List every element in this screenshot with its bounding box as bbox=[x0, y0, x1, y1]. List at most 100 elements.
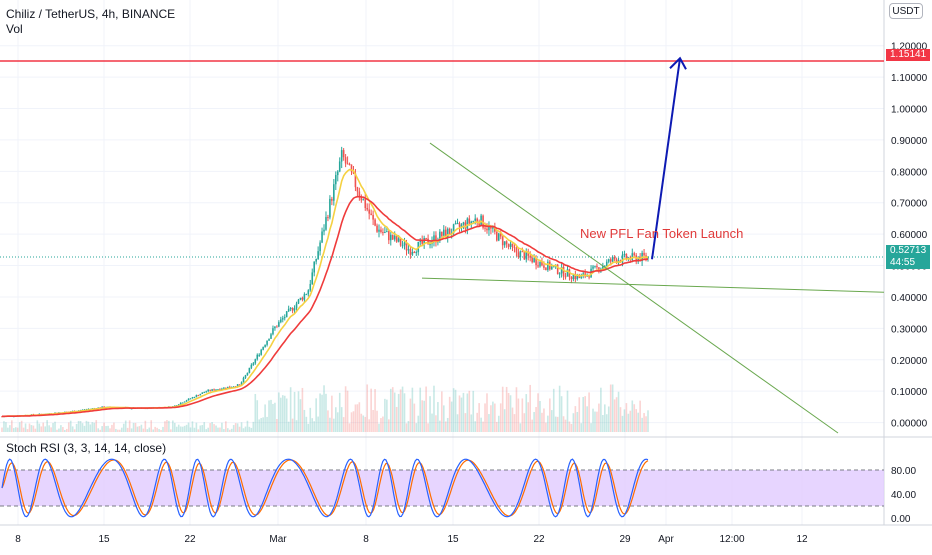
volume-legend[interactable]: Vol bbox=[6, 22, 23, 36]
candle-body bbox=[179, 402, 182, 405]
candle-body bbox=[490, 226, 492, 229]
candle-body bbox=[545, 267, 547, 271]
candle-body bbox=[501, 236, 504, 246]
stoch-rsi-legend[interactable]: Stoch RSI (3, 3, 14, 14, close) bbox=[6, 441, 167, 455]
volume-bar bbox=[431, 413, 433, 432]
candle-body bbox=[643, 252, 645, 256]
candle-body bbox=[442, 229, 445, 237]
candle-body bbox=[293, 308, 296, 311]
candle-body bbox=[611, 257, 614, 262]
volume-bar bbox=[462, 392, 465, 432]
candle-body bbox=[207, 389, 209, 392]
volume-bar bbox=[11, 420, 13, 432]
volume-bar bbox=[262, 417, 264, 432]
candle-body bbox=[474, 218, 477, 221]
volume-bar bbox=[299, 399, 302, 432]
volume-bar bbox=[258, 419, 261, 432]
volume-bar bbox=[336, 412, 339, 432]
volume-bar bbox=[168, 420, 170, 432]
volume-bar bbox=[185, 424, 188, 432]
volume-bar bbox=[65, 428, 68, 432]
volume-bar bbox=[458, 395, 461, 432]
volume-bar bbox=[193, 427, 196, 432]
volume-bar bbox=[334, 407, 337, 432]
candle-body bbox=[301, 297, 304, 300]
candle-body bbox=[592, 266, 594, 269]
candle-body bbox=[238, 384, 241, 386]
volume-bar bbox=[5, 422, 7, 432]
volume-bar bbox=[370, 388, 372, 432]
candle-body bbox=[517, 252, 520, 258]
volume-bar bbox=[433, 385, 435, 432]
candle-body bbox=[391, 234, 394, 240]
volume-bar bbox=[629, 410, 632, 432]
volume-bar bbox=[393, 392, 396, 432]
volume-bar bbox=[466, 393, 469, 432]
countdown-tag: 44:55 bbox=[886, 257, 930, 269]
candle-body bbox=[281, 318, 284, 320]
volume-bar bbox=[409, 398, 412, 432]
candle-body bbox=[484, 227, 486, 229]
volume-bar bbox=[519, 423, 522, 432]
volume-bar bbox=[566, 390, 569, 432]
volume-bar bbox=[56, 429, 58, 432]
volume-bar bbox=[378, 423, 380, 432]
time-tick-label: 12 bbox=[796, 534, 808, 545]
volume-bar bbox=[274, 402, 276, 432]
candle-body bbox=[468, 218, 471, 224]
volume-bar bbox=[395, 406, 398, 432]
candle-body bbox=[494, 227, 496, 232]
volume-bar bbox=[191, 421, 194, 432]
candle-body bbox=[227, 386, 229, 389]
volume-bar bbox=[221, 422, 223, 432]
candle-body bbox=[250, 364, 253, 368]
volume-bar bbox=[389, 388, 392, 432]
stoch-tick-label: 0.00 bbox=[891, 514, 911, 525]
volume-bar bbox=[562, 416, 565, 432]
volume-bar bbox=[384, 398, 386, 432]
stoch-band bbox=[0, 470, 884, 506]
candle-body bbox=[313, 261, 316, 273]
volume-bar bbox=[16, 427, 19, 432]
candle-body bbox=[213, 389, 215, 391]
volume-bar bbox=[574, 406, 577, 432]
candle-body bbox=[333, 184, 335, 201]
candle-body bbox=[362, 199, 365, 201]
symbol-legend[interactable]: Chiliz / TetherUS, 4h, BINANCE bbox=[6, 7, 176, 21]
candle-body bbox=[602, 266, 604, 269]
candle-body bbox=[274, 326, 276, 329]
volume-bar bbox=[117, 429, 119, 432]
volume-bar bbox=[54, 421, 56, 432]
candle-body bbox=[346, 163, 349, 165]
volume-bar bbox=[403, 393, 406, 432]
volume-bar bbox=[598, 403, 600, 432]
currency-selector-button[interactable]: USDT bbox=[889, 3, 923, 19]
candle-body bbox=[268, 338, 270, 341]
candle-body bbox=[637, 257, 639, 262]
volume-bar bbox=[113, 422, 115, 432]
volume-bar bbox=[268, 400, 270, 432]
candle-body bbox=[283, 317, 286, 319]
candle-body bbox=[464, 222, 467, 229]
candle-body bbox=[289, 307, 292, 309]
volume-bar bbox=[329, 417, 331, 432]
volume-bar bbox=[160, 429, 162, 432]
candle-body bbox=[215, 389, 217, 391]
volume-bar bbox=[73, 429, 76, 432]
volume-bar bbox=[421, 400, 423, 432]
volume-bar bbox=[568, 421, 571, 432]
candle-body bbox=[303, 294, 306, 300]
candle-body bbox=[529, 255, 531, 258]
candle-body bbox=[539, 261, 541, 267]
volume-bar bbox=[550, 410, 553, 432]
volume-bar bbox=[405, 423, 408, 432]
volume-bar bbox=[144, 420, 147, 432]
volume-bar bbox=[183, 425, 186, 432]
volume-bar bbox=[645, 416, 647, 432]
candle-body bbox=[523, 251, 526, 260]
candle-body bbox=[205, 391, 208, 393]
volume-bar bbox=[533, 411, 535, 432]
volume-bar bbox=[85, 420, 88, 432]
